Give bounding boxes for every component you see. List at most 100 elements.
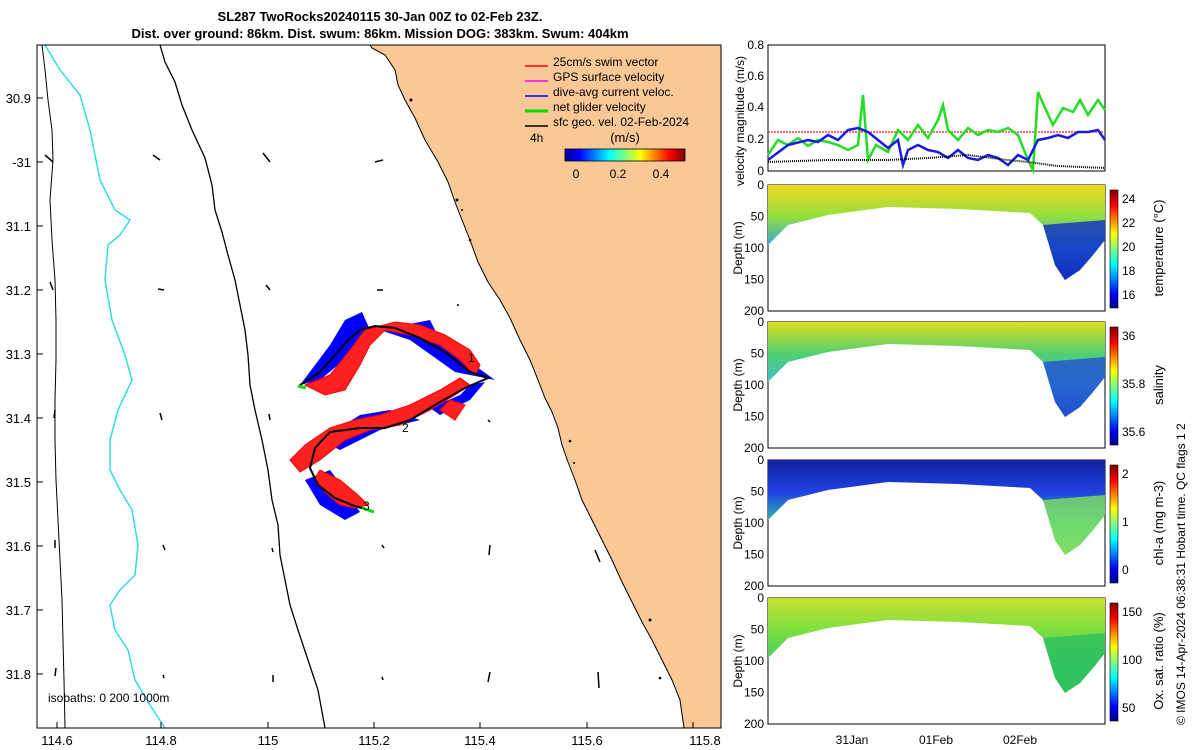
colorbar-tick: 100 <box>1122 653 1142 667</box>
y-tick: 0.6 <box>747 69 764 83</box>
colorbar-tick: 1 <box>1122 515 1129 529</box>
colorbar-tick: 50 <box>1122 701 1136 715</box>
glider-track-line <box>299 324 491 511</box>
depth-tick: 50 <box>751 623 765 637</box>
y-tick: 0.4 <box>747 100 764 114</box>
time-label: 4h <box>530 131 543 145</box>
velocity-ylabel: velocity magnitude (m/s) <box>733 55 747 186</box>
title-line-2: Dist. over ground: 86km. Dist. swum: 86k… <box>131 26 629 41</box>
colorbar-tick: 22 <box>1122 216 1136 230</box>
swim-vectors <box>289 321 481 509</box>
x-tick: 115.2 <box>358 733 390 748</box>
y-tick: 31.5 <box>6 475 31 490</box>
net-glider-velocity <box>361 506 375 514</box>
legend-label: 25cm/s swim vector <box>553 55 658 69</box>
coastline <box>369 45 685 728</box>
depth-tick: 200 <box>744 579 764 593</box>
title-line-1: SL287 TwoRocks20240115 30-Jan 00Z to 02-… <box>217 9 543 24</box>
time-tick: 02Feb <box>1003 733 1037 747</box>
y-tick: 0 <box>757 164 764 178</box>
section-label: temperature (°C) <box>1151 200 1166 297</box>
waypoint-3: 3 <box>363 499 370 513</box>
map-ticks <box>37 97 694 728</box>
y-tick: 31.3 <box>6 347 31 362</box>
legend-label: dive-avg current veloc. <box>553 85 674 99</box>
section-label: salinity <box>1151 365 1166 405</box>
section-chl-a: 0 50 100 150 200 2 1 0 chl-a (mg m-3) Depth (m) <box>731 453 1166 593</box>
x-tick: 115 <box>258 733 279 748</box>
time-axis-labels: 31Jan 01Feb 02Feb <box>836 733 1038 747</box>
y-tick: 31.8 <box>6 667 31 682</box>
section-colorbar <box>1109 326 1119 446</box>
velocity-magnitude-panel: 0 0.2 0.4 0.6 0.8 <box>747 38 1107 178</box>
section-colorbar <box>1109 189 1119 309</box>
depth-tick: 150 <box>744 273 764 287</box>
depth-tick: 150 <box>744 686 764 700</box>
depth-tick: 0 <box>757 315 764 329</box>
colorbar-tick: 0 <box>573 167 580 181</box>
depth-tick: 200 <box>744 441 764 455</box>
current-velocity-line <box>767 126 1107 170</box>
x-tick: 115.6 <box>571 733 603 748</box>
section-label: chl-a (mg m-3) <box>1151 481 1166 566</box>
y-tick: 30.9 <box>6 91 31 106</box>
depth-tick: 50 <box>751 347 765 361</box>
credit-text: © IMOS 14-Apr-2024 06:38:31 Hobart time.… <box>1174 423 1188 725</box>
map-y-tick-labels: 30.9 -31 31.1 31.2 31.3 31.4 31.5 31.6 3… <box>6 91 31 682</box>
colorbar-tick: 35.6 <box>1122 425 1146 439</box>
time-tick: 01Feb <box>919 733 953 747</box>
y-tick: 31.2 <box>6 283 31 298</box>
legend-label: GPS surface velocity <box>553 70 664 84</box>
depth-tick: 200 <box>744 717 764 731</box>
legend-label: net glider velocity <box>553 100 646 114</box>
y-tick: 31.6 <box>6 539 31 554</box>
profile-panels: 0 0.2 0.4 0.6 0.8 0501001502002422201816… <box>731 38 1166 747</box>
colorbar-tick: 16 <box>1122 288 1136 302</box>
y-tick: 0.8 <box>747 38 764 52</box>
depth-tick: 0 <box>757 453 764 467</box>
depth-tick: 100 <box>744 378 764 392</box>
colorbar-tick: 0.2 <box>610 167 627 181</box>
colorbar-tick: 20 <box>1122 240 1136 254</box>
isobaths-label: isobaths: 0 200 1000m <box>48 691 169 705</box>
net-glider-velocity-line <box>766 91 1107 175</box>
colorbar-tick: 0.4 <box>653 167 670 181</box>
legend-label: sfc geo. vel. 02-Feb-2024 <box>553 115 689 129</box>
x-tick: 115.8 <box>689 733 721 748</box>
depth-label: Depth (m) <box>731 221 745 274</box>
depth-label: Depth (m) <box>731 358 745 411</box>
map-legend: 25cm/s swim vector GPS surface velocity … <box>525 55 689 181</box>
y-tick: 31.4 <box>6 411 31 426</box>
colorbar-tick: 2 <box>1122 467 1129 481</box>
section-colorbar <box>1109 464 1119 584</box>
depth-tick: 0 <box>757 591 764 605</box>
map-x-tick-labels: 114.6 114.8 115 115.2 115.4 115.6 115.8 <box>41 733 721 748</box>
isobath-200m <box>159 45 326 728</box>
depth-tick: 100 <box>744 516 764 530</box>
x-tick: 114.8 <box>145 733 177 748</box>
colorbar-title: (m/s) <box>610 130 640 145</box>
speed-colorbar <box>564 148 686 162</box>
section-salinity: 0 50 100 150 200 36 35.8 35.6 salinity Depth (m) <box>731 315 1166 455</box>
x-tick: 115.4 <box>464 733 496 748</box>
velocity-y-ticks: 0 0.2 0.4 0.6 0.8 <box>747 38 764 178</box>
colorbar-tick: 0 <box>1122 563 1129 577</box>
depth-label: Depth (m) <box>731 634 745 687</box>
depth-tick: 200 <box>744 304 764 318</box>
x-tick: 114.6 <box>41 733 73 748</box>
section-label: Ox. sat. ratio (%) <box>1151 612 1166 710</box>
depth-tick: 150 <box>744 410 764 424</box>
land-area <box>370 45 721 728</box>
geostrophic-velocity-line <box>767 153 1106 169</box>
y-tick: 0.2 <box>747 132 764 146</box>
colorbar-tick: 150 <box>1122 605 1142 619</box>
section-colorbar <box>1109 602 1119 722</box>
y-tick: 31.1 <box>6 219 31 234</box>
depth-tick: 100 <box>744 241 764 255</box>
depth-tick: 0 <box>757 178 764 192</box>
glider-track-map: 1 2 3 114.6 114.8 115 115.2 115.4 115.6 … <box>6 44 722 748</box>
waypoint-1: 1 <box>468 351 475 365</box>
map-frame <box>36 44 722 729</box>
isobath-1000m <box>41 45 66 728</box>
